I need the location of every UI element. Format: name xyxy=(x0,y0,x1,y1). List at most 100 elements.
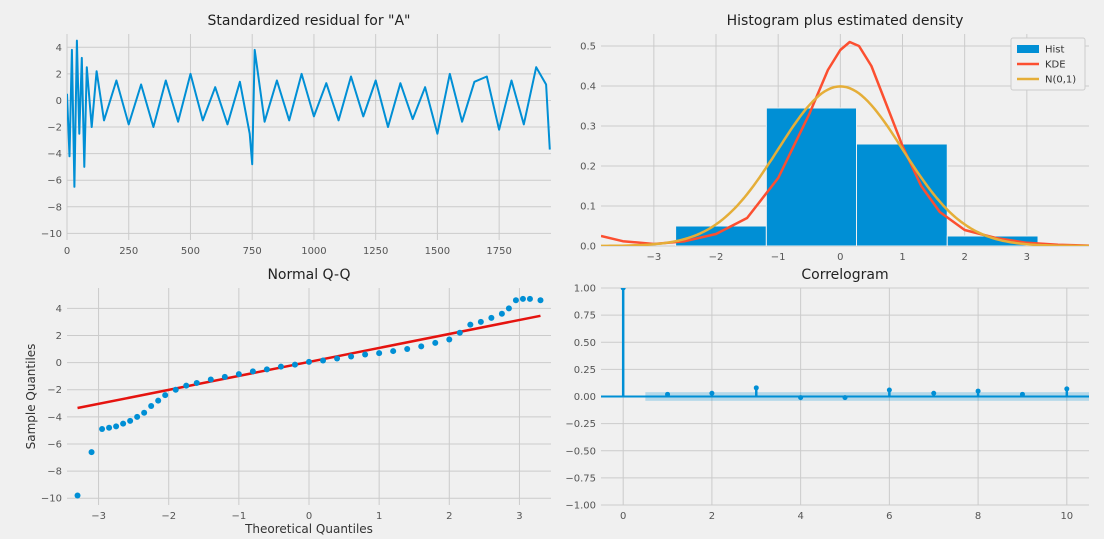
qq-point xyxy=(263,366,270,373)
x-tick-label: 1000 xyxy=(301,246,326,257)
qq-point xyxy=(320,357,327,364)
acf-marker xyxy=(1019,391,1025,397)
qq-point xyxy=(235,371,242,378)
panel-1: 0 250 500 750 1000 1250 1500 1750 −10 −8 −6 −4 −2 0 2 4… xyxy=(41,13,551,257)
acf-marker xyxy=(753,385,759,391)
legend-swatch-hist xyxy=(1017,45,1039,53)
qq-point xyxy=(249,368,256,375)
qq-point xyxy=(113,423,120,430)
histogram-bar xyxy=(675,225,767,246)
qq-point xyxy=(148,402,155,409)
y-tick-label: 0.3 xyxy=(580,122,596,133)
qq-point xyxy=(498,310,505,317)
y-tick-label: −10 xyxy=(41,229,62,240)
qq-point xyxy=(291,361,298,368)
qq-point xyxy=(488,314,495,321)
x-tick-label: 3 xyxy=(516,511,522,522)
legend-label: N(0,1) xyxy=(1045,75,1076,86)
qq-point xyxy=(505,305,512,312)
x-tick-label: 0 xyxy=(620,511,626,522)
y-tick-label: 0.00 xyxy=(574,392,596,403)
x-tick-label: −2 xyxy=(161,511,176,522)
acf-marker xyxy=(886,387,892,393)
chart-title: Correlogram xyxy=(801,267,888,283)
y-tick-label: −4 xyxy=(47,149,62,160)
x-tick-label: 3 xyxy=(1024,252,1030,263)
x-tick-label: 1500 xyxy=(425,246,450,257)
y-tick-label: 4 xyxy=(56,43,62,54)
qq-point xyxy=(348,353,355,360)
x-tick-label: 0 xyxy=(64,246,70,257)
y-tick-label: 0 xyxy=(56,358,62,369)
x-tick-label: 2 xyxy=(446,511,452,522)
legend-label: KDE xyxy=(1045,60,1066,71)
qq-point xyxy=(526,295,533,302)
x-tick-label: 1750 xyxy=(486,246,511,257)
qq-point xyxy=(183,382,190,389)
plot-area xyxy=(67,39,551,188)
legend: Hist KDE N(0,1) xyxy=(1010,37,1086,91)
x-tick-label: 500 xyxy=(181,246,200,257)
qq-point xyxy=(221,373,228,380)
x-tick-label: 250 xyxy=(119,246,138,257)
y-tick-label: −6 xyxy=(47,176,62,187)
qq-point xyxy=(277,363,284,370)
y-tick-label: 0.50 xyxy=(574,338,596,349)
y-tick-label: 2 xyxy=(56,331,62,342)
qq-point xyxy=(162,392,169,399)
plot-area xyxy=(601,40,1089,246)
qq-point xyxy=(456,329,463,336)
qq-point xyxy=(134,413,141,420)
qq-point xyxy=(172,386,179,393)
qq-point xyxy=(390,348,397,355)
qq-point xyxy=(418,343,425,350)
plot-area xyxy=(74,295,544,499)
qq-point xyxy=(537,297,544,304)
qq-point xyxy=(141,409,148,416)
x-tick-label: 8 xyxy=(975,511,981,522)
y-tick-label: −0.75 xyxy=(565,473,596,484)
histogram-bar xyxy=(765,107,858,246)
figure: 0 250 500 750 1000 1250 1500 1750 −10 −8 −6 −4 −2 0 2 4… xyxy=(0,0,1104,539)
qq-point xyxy=(512,297,519,304)
y-tick-label: −2 xyxy=(47,385,62,396)
histogram-bar xyxy=(856,143,948,246)
y-tick-label: −8 xyxy=(47,202,62,213)
acf-marker xyxy=(798,395,804,401)
acf-marker xyxy=(665,391,671,397)
y-tick-label: 0.1 xyxy=(580,202,596,213)
x-tick-label: 4 xyxy=(797,511,803,522)
y-tick-label: −2 xyxy=(47,123,62,134)
qq-point xyxy=(376,350,383,357)
x-tick-label: 6 xyxy=(886,511,892,522)
x-tick-label: 2 xyxy=(709,511,715,522)
chart-title: Normal Q-Q xyxy=(267,267,350,283)
y-tick-label: 0.4 xyxy=(580,82,596,93)
y-tick-label: 0.2 xyxy=(580,162,596,173)
y-tick-label: 0 xyxy=(56,96,62,107)
qq-point xyxy=(99,426,106,433)
y-axis-label: Sample Quantiles xyxy=(24,344,38,450)
x-tick-label: 750 xyxy=(243,246,262,257)
x-tick-label: 2 xyxy=(961,252,967,263)
acf-marker xyxy=(709,390,715,396)
x-tick-label: 1 xyxy=(376,511,382,522)
x-axis-label: Theoretical Quantiles xyxy=(244,522,373,536)
y-tick-label: 1.00 xyxy=(574,284,596,295)
y-tick-label: −6 xyxy=(47,439,62,450)
qq-point xyxy=(207,376,214,383)
panel-4: 0 2 4 6 8 10 −1.00 −0.75 −0.50 −0.25 0.00 0.25 0.50 0… xyxy=(565,267,1089,522)
y-tick-label: 4 xyxy=(56,304,62,315)
qq-point xyxy=(446,336,453,343)
qq-point xyxy=(467,321,474,328)
charts-figure: 0 250 500 750 1000 1250 1500 1750−10−8−6−4−2024… xyxy=(24,13,1089,536)
panel-2: −3 −2 −1 0 1 2 3 0.0 0.1 0.2 0.3 0.4 0.5 Histogram pl… xyxy=(580,13,1089,263)
qq-point xyxy=(519,295,526,302)
x-tick-label: −2 xyxy=(709,252,724,263)
y-tick-label: 0.25 xyxy=(574,365,596,376)
qq-point xyxy=(88,449,95,456)
x-tick-label: −3 xyxy=(91,511,106,522)
chart-title: Standardized residual for "A" xyxy=(208,13,411,29)
chart-title: Histogram plus estimated density xyxy=(727,13,964,29)
